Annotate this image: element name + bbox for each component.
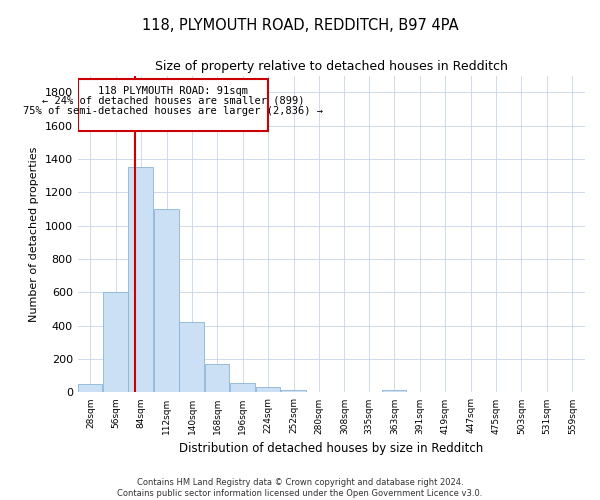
Bar — [128, 168, 153, 392]
Bar — [382, 390, 406, 392]
Text: 75% of semi-detached houses are larger (2,836) →: 75% of semi-detached houses are larger (… — [23, 106, 323, 116]
Bar — [154, 209, 179, 392]
X-axis label: Distribution of detached houses by size in Redditch: Distribution of detached houses by size … — [179, 442, 484, 455]
Bar — [179, 322, 204, 392]
Bar — [230, 384, 255, 392]
Text: ← 24% of detached houses are smaller (899): ← 24% of detached houses are smaller (89… — [42, 96, 304, 106]
Bar — [77, 384, 103, 392]
Title: Size of property relative to detached houses in Redditch: Size of property relative to detached ho… — [155, 60, 508, 73]
Y-axis label: Number of detached properties: Number of detached properties — [29, 146, 39, 322]
Text: 118 PLYMOUTH ROAD: 91sqm: 118 PLYMOUTH ROAD: 91sqm — [98, 86, 248, 96]
Bar — [256, 388, 280, 392]
Bar — [77, 79, 268, 132]
Bar — [281, 390, 305, 392]
Bar — [103, 292, 128, 392]
Text: Contains HM Land Registry data © Crown copyright and database right 2024.
Contai: Contains HM Land Registry data © Crown c… — [118, 478, 482, 498]
Text: 118, PLYMOUTH ROAD, REDDITCH, B97 4PA: 118, PLYMOUTH ROAD, REDDITCH, B97 4PA — [142, 18, 458, 32]
Bar — [205, 364, 229, 392]
